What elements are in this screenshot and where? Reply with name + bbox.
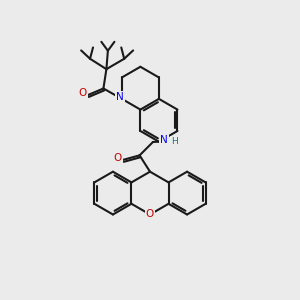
Text: O: O [79, 88, 87, 98]
Text: N: N [116, 92, 124, 102]
Text: O: O [114, 153, 122, 163]
Text: O: O [146, 209, 154, 220]
Text: H: H [171, 137, 178, 146]
Text: N: N [160, 136, 168, 146]
